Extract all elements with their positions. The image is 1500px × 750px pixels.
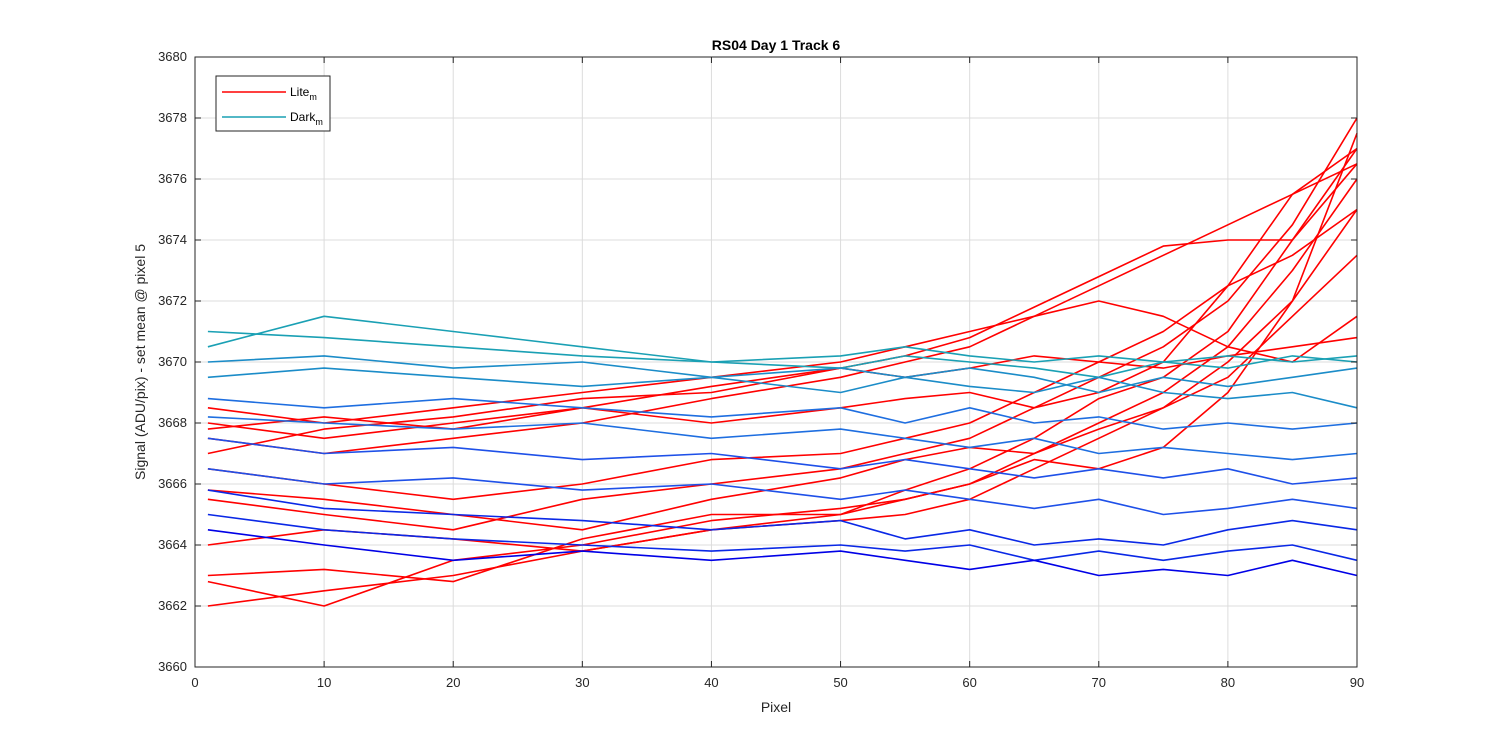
y-tick-label: 3680 (158, 49, 187, 64)
x-tick-label: 60 (962, 675, 976, 690)
y-tick-label: 3664 (158, 537, 187, 552)
series-line-3 (207, 117, 1358, 531)
series-line-20 (207, 489, 1358, 546)
x-tick-label: 50 (833, 675, 847, 690)
series-line-22 (207, 529, 1358, 577)
series-line-11 (207, 209, 1358, 552)
y-axis-label: Signal (ADU/pix) - set mean @ pixel 5 (132, 244, 148, 480)
x-tick-label: 40 (704, 675, 718, 690)
x-tick-label: 80 (1221, 675, 1235, 690)
series-line-15 (207, 367, 1358, 409)
series-layer (207, 117, 1358, 607)
legend-entry-lite: Litem (290, 85, 317, 102)
series-line-19 (207, 468, 1358, 516)
series-line-18 (207, 437, 1358, 485)
y-tick-label: 3676 (158, 171, 187, 186)
series-line-13 (207, 315, 1358, 379)
series-line-2 (207, 148, 1358, 583)
x-tick-label: 0 (191, 675, 198, 690)
y-tick-label: 3678 (158, 110, 187, 125)
y-tick-label: 3672 (158, 293, 187, 308)
series-line-0 (207, 133, 1358, 607)
series-line-7 (207, 163, 1358, 440)
series-line-14 (207, 355, 1358, 394)
x-tick-label: 10 (317, 675, 331, 690)
y-tick-label: 3660 (158, 659, 187, 674)
x-axis-label: Pixel (761, 699, 791, 715)
x-tick-label: 20 (446, 675, 460, 690)
y-tick-label: 3662 (158, 598, 187, 613)
series-line-21 (207, 513, 1358, 562)
ticks: 0 10 20 30 40 50 60 70 80 90 3660 3662 3664 3666 3668 3… (158, 49, 1364, 690)
legend-box (215, 75, 331, 132)
series-line-5 (207, 208, 1358, 501)
x-tick-label: 90 (1350, 675, 1364, 690)
series-line-17 (207, 416, 1358, 461)
y-tick-label: 3674 (158, 232, 187, 247)
legend-entry-dark: Darkm (290, 110, 323, 127)
x-tick-label: 70 (1092, 675, 1106, 690)
series-line-16 (207, 397, 1358, 430)
y-tick-label: 3668 (158, 415, 187, 430)
series-line-12 (207, 330, 1358, 363)
y-tick-label: 3666 (158, 476, 187, 491)
legend: Litem Darkm (215, 75, 331, 132)
chart-title: RS04 Day 1 Track 6 (712, 37, 841, 53)
series-line-6 (207, 147, 1358, 455)
series-line-4 (207, 254, 1358, 531)
x-tick-label: 30 (575, 675, 589, 690)
series-line-8 (207, 300, 1358, 424)
series-line-10 (207, 163, 1358, 430)
y-tick-label: 3670 (158, 354, 187, 369)
